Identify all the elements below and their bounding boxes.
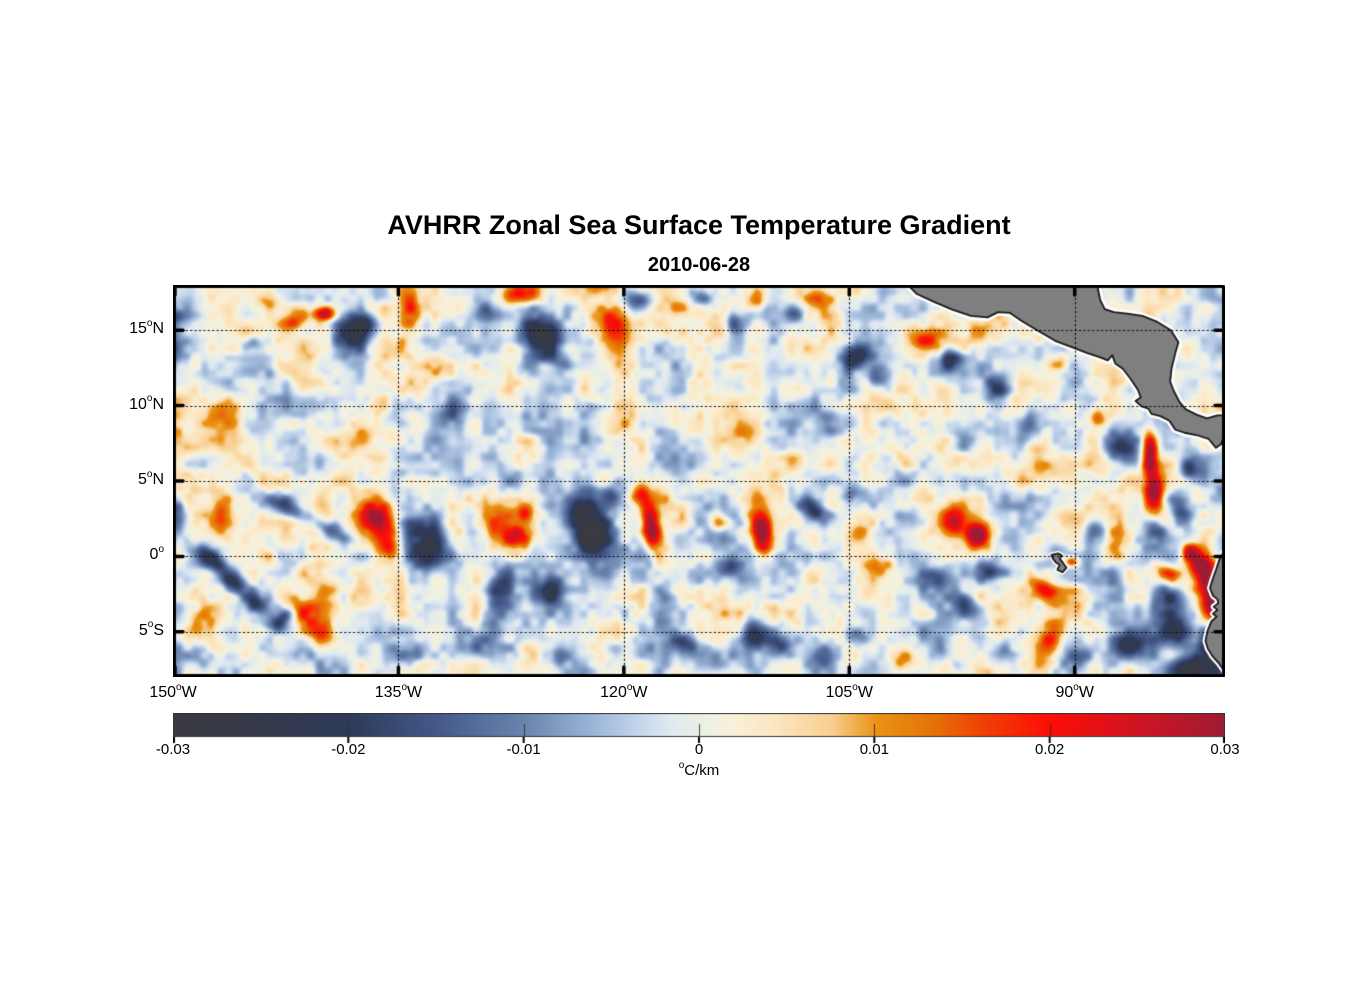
colorbar-tick-label: -0.02: [331, 741, 366, 758]
colorbar-tick-label: 0.03: [1210, 741, 1240, 758]
y-axis-tick-label: 0o: [149, 544, 164, 564]
colorbar-unit-text: C/km: [684, 762, 720, 779]
x-axis-tick-label: 90oW: [1055, 681, 1094, 701]
chart-title: AVHRR Zonal Sea Surface Temperature Grad…: [387, 210, 1011, 240]
y-axis-tick-label: 5oN: [137, 468, 164, 488]
colorbar-tick-label: 0.01: [859, 741, 889, 758]
colorbar-tick-label: 0.02: [1035, 741, 1065, 758]
colorbar-tick-label: -0.03: [155, 741, 191, 758]
colorbar-unit-label: oC/km: [173, 760, 1225, 780]
colorbar-canvas: [173, 713, 1225, 745]
degree-symbol: o: [626, 681, 633, 693]
degree-symbol: o: [401, 681, 407, 693]
degree-symbol: o: [146, 317, 153, 329]
x-axis-tick-label: 105oW: [825, 681, 873, 701]
y-axis-tick-label: 5oS: [138, 619, 164, 639]
degree-symbol: o: [176, 681, 182, 693]
y-axis-tick-label: 15oN: [129, 317, 164, 338]
colorbar-tick-label: 0: [694, 741, 704, 758]
sst-gradient-map-canvas: [173, 285, 1225, 677]
chart-subtitle-date: 2010-06-28: [647, 254, 751, 276]
degree-symbol: o: [146, 393, 153, 405]
degree-symbol: o: [146, 468, 153, 480]
degree-symbol: o: [147, 619, 154, 631]
degree-symbol: o: [852, 681, 858, 693]
x-axis-tick-label: 120oW: [600, 681, 648, 701]
y-axis-tick-label: 10oN: [129, 393, 164, 413]
degree-symbol: o: [1073, 681, 1079, 693]
degree-symbol: o: [158, 544, 164, 556]
x-axis-tick-label: 135oW: [374, 681, 423, 701]
degree-symbol: o: [678, 760, 685, 771]
x-axis-tick-label: 150oW: [149, 681, 197, 701]
colorbar-tick-label: -0.01: [506, 741, 541, 758]
